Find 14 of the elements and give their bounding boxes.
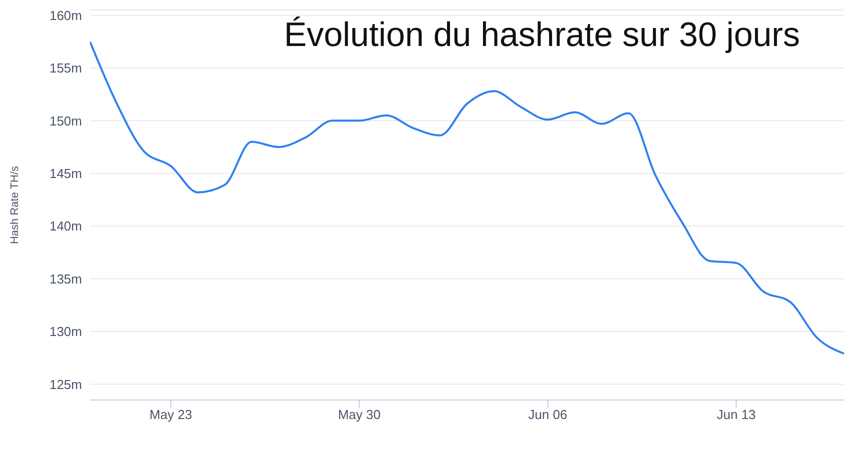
y-tick-label: 140m [49, 218, 82, 234]
x-tick-label: Jun 13 [716, 407, 756, 422]
y-tick-label: 160m [49, 8, 82, 23]
chart-title: Évolution du hashrate sur 30 jours [284, 16, 800, 55]
y-axis-title: Hash Rate TH/s [8, 165, 21, 244]
y-tick-label: 150m [49, 113, 82, 128]
y-tick-label: 145m [49, 166, 82, 181]
y-tick-label: 130m [49, 324, 82, 340]
x-tick-label: Jun 06 [528, 407, 568, 422]
y-tick-label: 155m [49, 60, 82, 76]
x-tick-label: May 23 [149, 407, 192, 422]
x-tick-label: May 30 [338, 407, 381, 422]
y-tick-label: 135m [49, 271, 82, 286]
y-tick-label: 125m [49, 376, 82, 392]
